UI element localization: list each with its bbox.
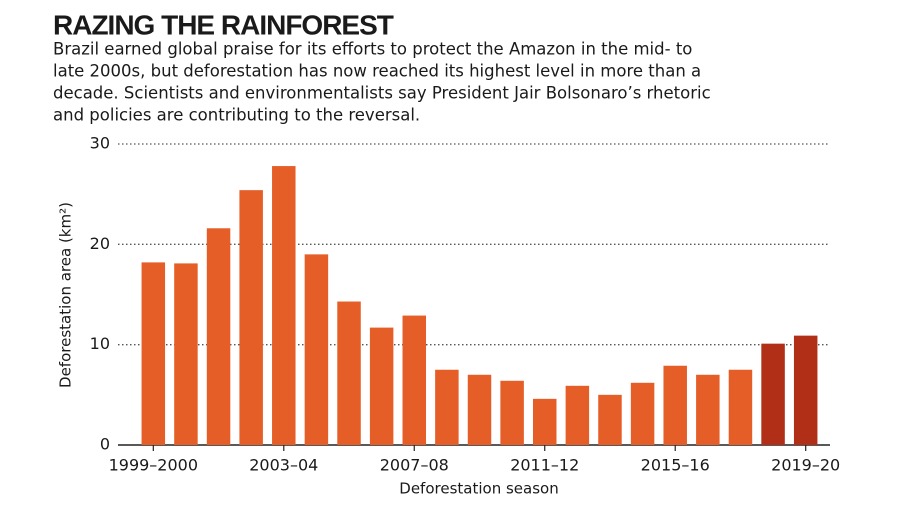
- chart-title: RAZING THE RAINFOREST: [53, 9, 394, 40]
- x-tick-label: 2003–04: [249, 456, 318, 475]
- subtitle-line: late 2000s, but deforestation has now re…: [53, 62, 701, 81]
- bar: [793, 335, 818, 445]
- bar: [141, 262, 166, 445]
- bar: [630, 382, 655, 445]
- bar: [467, 374, 492, 445]
- bar: [174, 263, 198, 445]
- bar: [761, 343, 785, 445]
- bar: [272, 166, 296, 445]
- x-tick-label: 1999–2000: [109, 456, 198, 475]
- x-tick-label: 2015–16: [641, 456, 710, 475]
- subtitle-line: decade. Scientists and environmentalists…: [53, 84, 711, 103]
- bar: [304, 254, 329, 445]
- bar: [663, 365, 687, 445]
- bar: [435, 369, 459, 445]
- bar: [402, 315, 427, 445]
- y-tick-label: 10: [90, 334, 110, 353]
- bar: [206, 228, 231, 445]
- subtitle-line: and policies are contributing to the rev…: [53, 106, 420, 125]
- bar: [369, 327, 394, 445]
- bar: [337, 301, 361, 445]
- bar: [598, 394, 622, 445]
- y-tick-label: 30: [90, 134, 110, 153]
- bar: [565, 385, 590, 445]
- x-tick-label: 2007–08: [380, 456, 449, 475]
- x-tick-label: 2011–12: [510, 456, 579, 475]
- bar: [532, 398, 557, 445]
- y-tick-label: 20: [90, 234, 110, 253]
- bar: [696, 374, 720, 445]
- x-tick-label: 2019–20: [771, 456, 840, 475]
- y-axis-label: Deforestation area (km²): [57, 202, 75, 388]
- bar: [728, 369, 753, 445]
- subtitle-line: Brazil earned global praise for its effo…: [53, 40, 692, 59]
- y-tick-label: 0: [100, 435, 110, 454]
- bar: [500, 380, 524, 445]
- x-axis-label: Deforestation season: [399, 480, 558, 498]
- bar: [239, 190, 263, 445]
